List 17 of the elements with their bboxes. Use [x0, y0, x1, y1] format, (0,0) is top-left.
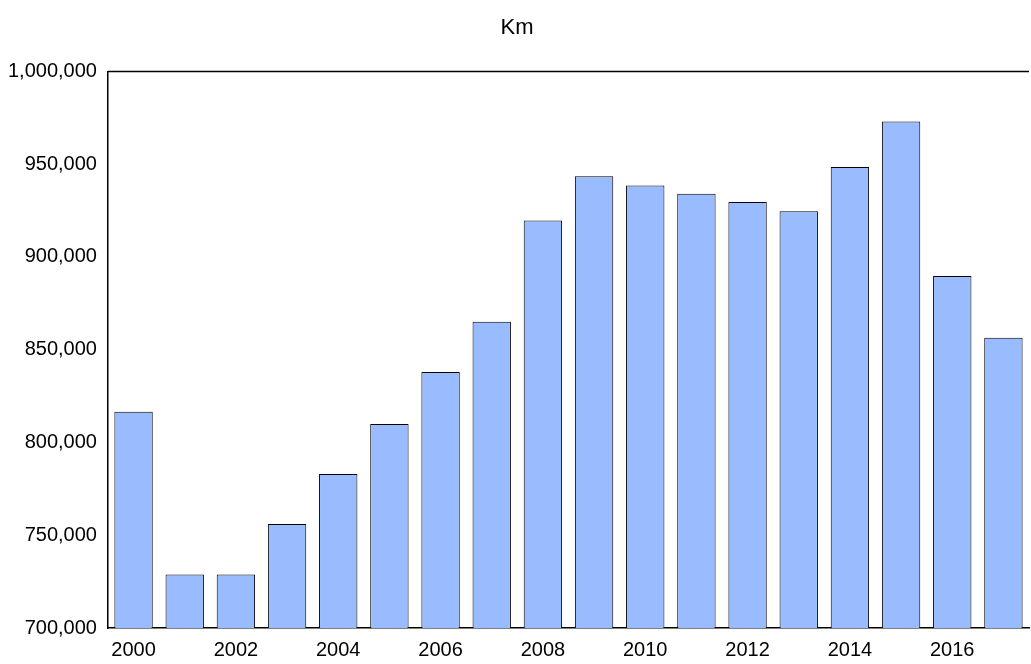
- y-tick-label: 800,000: [24, 429, 97, 452]
- x-tick-label: 2010: [622, 637, 668, 660]
- x-tick-label: 2002: [213, 637, 259, 660]
- y-tick-label: 750,000: [24, 522, 97, 545]
- y-tick-label: 850,000: [24, 337, 97, 360]
- y-tick-label: 950,000: [24, 151, 97, 174]
- x-tick-label: 2004: [315, 637, 361, 660]
- x-tick-label: 2014: [827, 637, 873, 660]
- x-tick-label: 2012: [725, 637, 770, 660]
- y-tick-label: 1,000,000: [7, 58, 97, 81]
- x-tick-label: 2006: [418, 637, 463, 660]
- y-tick-label: 900,000: [24, 244, 97, 267]
- x-tick-label: 2008: [520, 637, 566, 660]
- y-tick-label: 700,000: [24, 615, 97, 638]
- x-tick-label: 2016: [930, 637, 975, 660]
- x-tick-label: 2000: [111, 637, 156, 660]
- chart-title: Km: [500, 14, 534, 40]
